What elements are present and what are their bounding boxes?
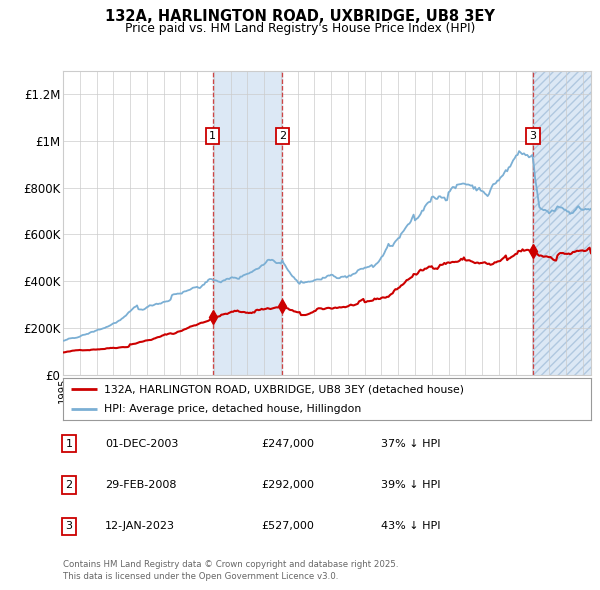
Text: 37% ↓ HPI: 37% ↓ HPI bbox=[381, 439, 440, 448]
Text: 3: 3 bbox=[65, 522, 73, 531]
Text: 1: 1 bbox=[209, 131, 216, 141]
Bar bbox=[533, 71, 591, 375]
Text: £292,000: £292,000 bbox=[261, 480, 314, 490]
Text: 29-FEB-2008: 29-FEB-2008 bbox=[105, 480, 176, 490]
Text: HPI: Average price, detached house, Hillingdon: HPI: Average price, detached house, Hill… bbox=[104, 404, 361, 414]
Text: £247,000: £247,000 bbox=[261, 439, 314, 448]
Text: Price paid vs. HM Land Registry's House Price Index (HPI): Price paid vs. HM Land Registry's House … bbox=[125, 22, 475, 35]
Text: 2: 2 bbox=[65, 480, 73, 490]
Text: 43% ↓ HPI: 43% ↓ HPI bbox=[381, 522, 440, 531]
Text: 2: 2 bbox=[278, 131, 286, 141]
Text: 39% ↓ HPI: 39% ↓ HPI bbox=[381, 480, 440, 490]
Text: 132A, HARLINGTON ROAD, UXBRIDGE, UB8 3EY (detached house): 132A, HARLINGTON ROAD, UXBRIDGE, UB8 3EY… bbox=[104, 384, 464, 394]
Text: 12-JAN-2023: 12-JAN-2023 bbox=[105, 522, 175, 531]
Text: 3: 3 bbox=[530, 131, 536, 141]
Bar bbox=[533, 71, 591, 375]
Bar bbox=[212, 71, 282, 375]
Text: 1: 1 bbox=[65, 439, 73, 448]
Text: 01-DEC-2003: 01-DEC-2003 bbox=[105, 439, 178, 448]
Text: 132A, HARLINGTON ROAD, UXBRIDGE, UB8 3EY: 132A, HARLINGTON ROAD, UXBRIDGE, UB8 3EY bbox=[105, 9, 495, 24]
Text: Contains HM Land Registry data © Crown copyright and database right 2025.
This d: Contains HM Land Registry data © Crown c… bbox=[63, 560, 398, 581]
Text: £527,000: £527,000 bbox=[261, 522, 314, 531]
